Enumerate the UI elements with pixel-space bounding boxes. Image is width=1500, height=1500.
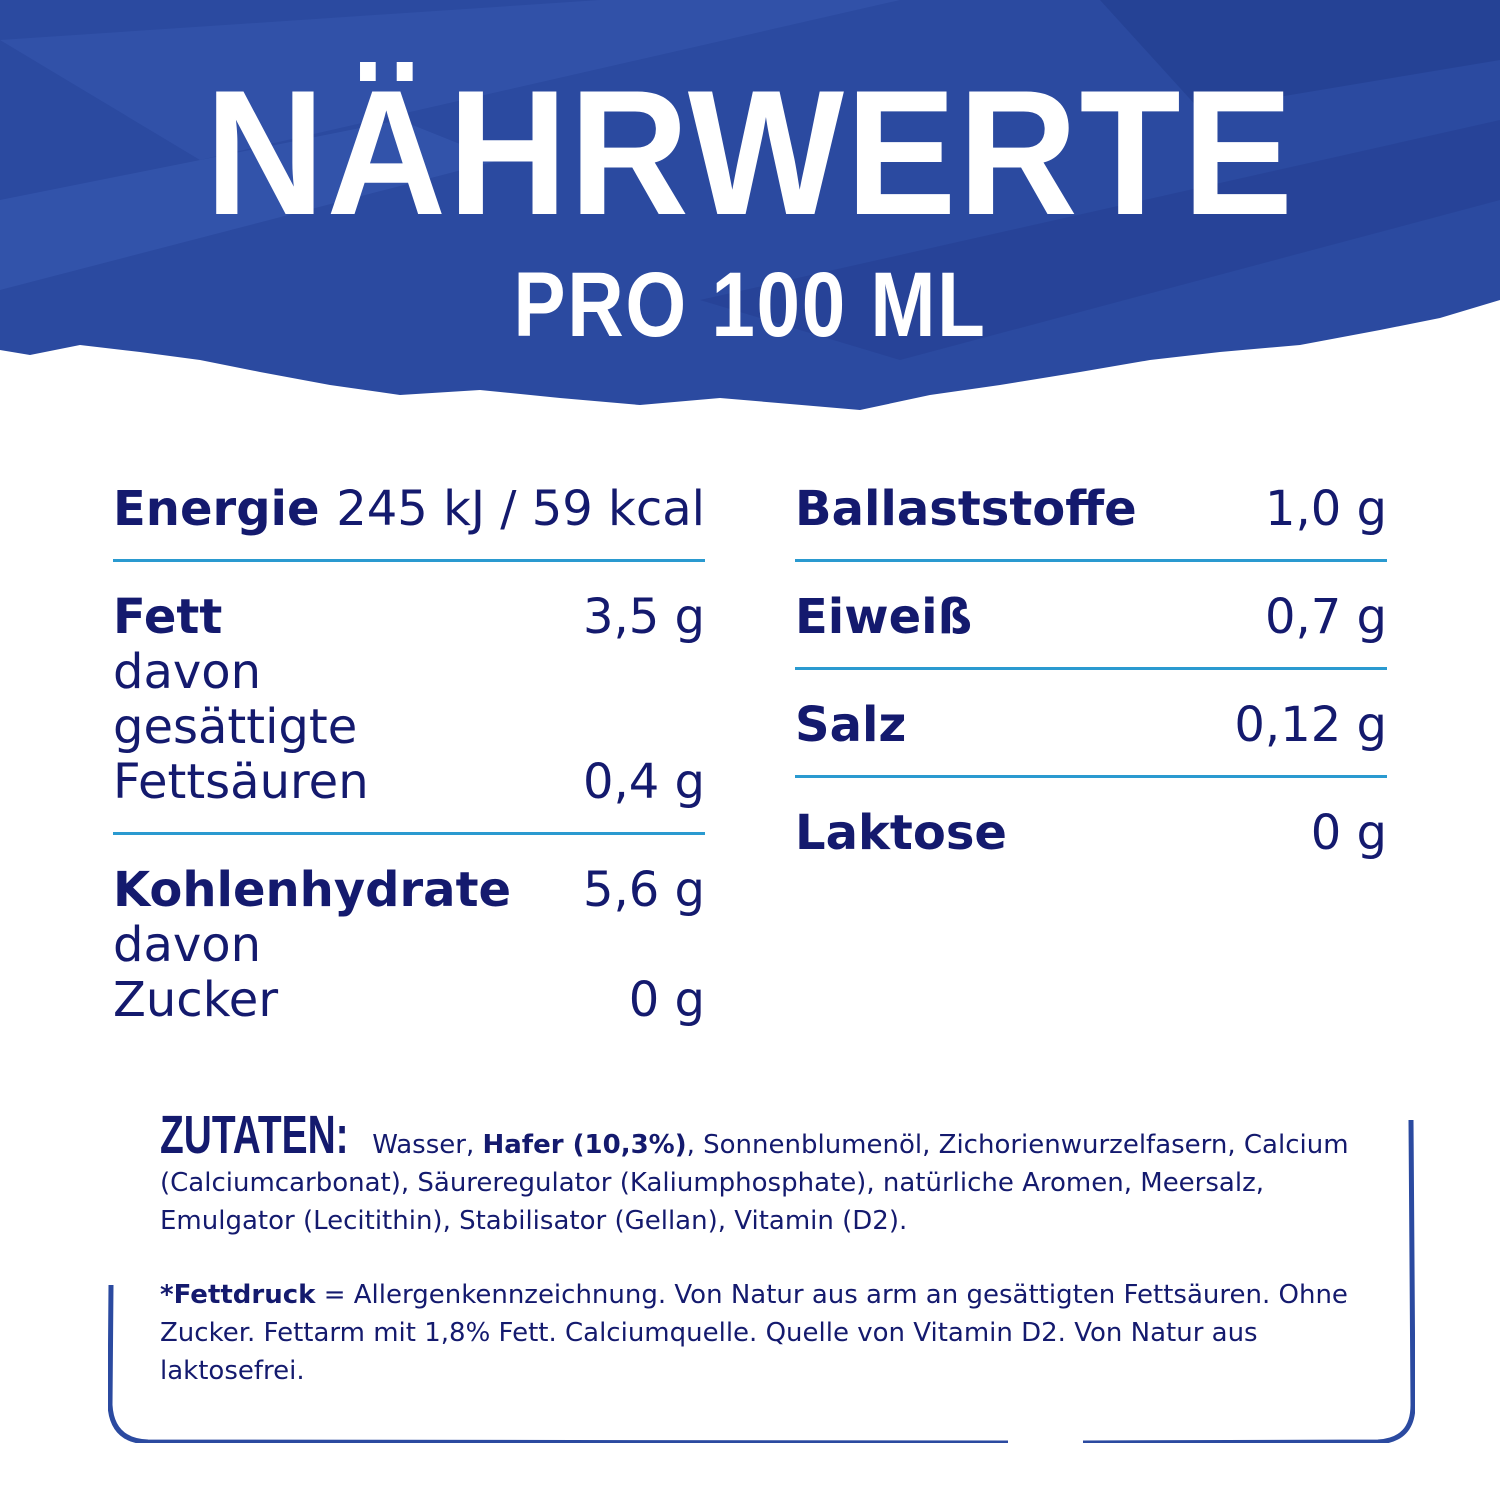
nutrient-label: Kohlenhydrate: [113, 862, 512, 918]
brush-banner: [0, 0, 1500, 410]
ingredients-part: Wasser,: [363, 1130, 483, 1160]
brush-frame: [108, 1119, 1415, 1443]
nutrient-value: 0,12 g: [1234, 697, 1387, 753]
ingredients-heading: ZUTATEN:: [160, 1105, 349, 1165]
nutrient-eiweiss: Eiweiß 0,7 g: [795, 586, 1387, 670]
nutrient-label: Eiweiß: [795, 589, 973, 645]
nutrient-fett: Fett 3,5 g davon gesättigte Fettsäuren 0,4…: [113, 586, 705, 835]
nutrient-value: 5,6 g: [582, 862, 705, 918]
ingredients-box: ZUTATEN: Wasser, Hafer (10,3%), Sonnenbl…: [108, 1105, 1415, 1443]
nutrient-label: Fett: [113, 589, 223, 645]
note-text: = Allergenkennzeichnung. Von Natur aus a…: [160, 1280, 1348, 1386]
nutrient-energie: Energie 245 kJ / 59 kcal: [113, 478, 705, 562]
note-bold: *Fettdruck: [160, 1280, 316, 1310]
sub-label: gesättigte: [113, 699, 358, 755]
sub-label: Fettsäuren: [113, 754, 369, 810]
title: NÄHRWERTE: [205, 53, 1295, 252]
nutrient-salz: Salz 0,12 g: [795, 694, 1387, 778]
nutrient-value: 3,5 g: [582, 589, 705, 645]
nutrient-value: 0,7 g: [1264, 589, 1387, 645]
nutrient-laktose: Laktose 0 g: [795, 802, 1387, 883]
nutrient-label: Ballaststoffe: [795, 481, 1137, 537]
nutrient-kohlenhydrate: Kohlenhydrate 5,6 g davon Zucker 0 g: [113, 859, 705, 1050]
sub-label: Zucker: [113, 972, 279, 1028]
ingredients-allergen: Hafer (10,3%): [482, 1130, 687, 1160]
sub-value: 0,4 g: [582, 754, 705, 810]
ingredients-part: , Sonnenblumenöl, Zichorienwurzelfasern,…: [160, 1130, 1349, 1236]
nutrient-value: 245 kJ / 59 kcal: [336, 481, 705, 537]
nutrient-value: 1,0 g: [1264, 481, 1387, 537]
sub-value: 0 g: [628, 972, 705, 1028]
allergen-note: *Fettdruck = Allergenkennzeichnung. Von …: [160, 1276, 1370, 1390]
nutrient-ballaststoffe: Ballaststoffe 1,0 g: [795, 478, 1387, 562]
nutrient-label: Energie: [113, 481, 320, 537]
nutrient-value: 0 g: [1310, 805, 1387, 861]
subtitle: PRO 100 ML: [513, 254, 987, 356]
sub-label: davon: [113, 644, 262, 700]
nutrient-label: Laktose: [795, 805, 1007, 861]
nutrition-left-column: Energie 245 kJ / 59 kcal Fett 3,5 g davon …: [113, 478, 705, 1074]
nutrient-label: Salz: [795, 697, 907, 753]
nutrition-right-column: Ballaststoffe 1,0 g Eiweiß 0,7 g Salz 0,12 …: [795, 478, 1387, 907]
ingredients-text: ZUTATEN: Wasser, Hafer (10,3%), Sonnenbl…: [160, 1105, 1370, 1390]
sub-label: davon: [113, 917, 262, 973]
